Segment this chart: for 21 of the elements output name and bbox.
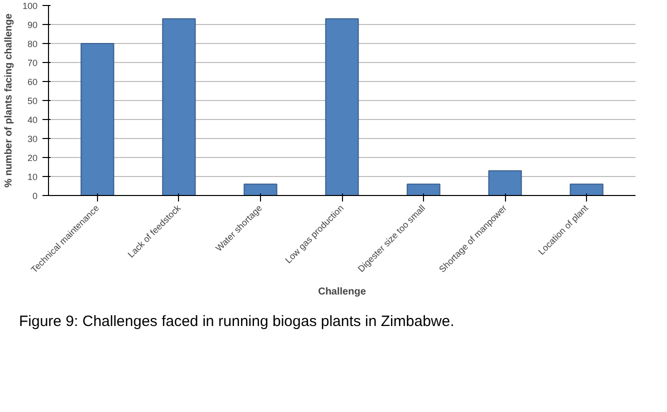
bar <box>162 18 196 196</box>
y-tick-label: 90 <box>27 20 38 30</box>
y-tick-label: 0 <box>32 191 38 201</box>
y-tick-label: 20 <box>27 153 38 163</box>
x-axis-title: Challenge <box>318 286 366 298</box>
y-tick-label: 80 <box>27 39 38 49</box>
bar <box>80 43 114 196</box>
y-tick-label: 50 <box>27 96 38 106</box>
bar <box>325 18 359 196</box>
y-tick-label: 30 <box>27 134 38 144</box>
bar <box>570 184 604 196</box>
y-axis-title: % number of plants facing challenge <box>3 13 14 188</box>
y-tick-label: 60 <box>27 77 38 87</box>
bar <box>244 184 278 196</box>
caption: Figure 9: Challenges faced in running biogas plants in Zimbabwe. <box>18 312 456 332</box>
bar <box>406 184 440 196</box>
y-tick-label: 100 <box>22 1 38 11</box>
bar <box>488 170 522 196</box>
y-tick-label: 10 <box>27 172 38 182</box>
y-tick-label: 40 <box>27 115 38 125</box>
y-tick-label: 70 <box>27 58 38 68</box>
